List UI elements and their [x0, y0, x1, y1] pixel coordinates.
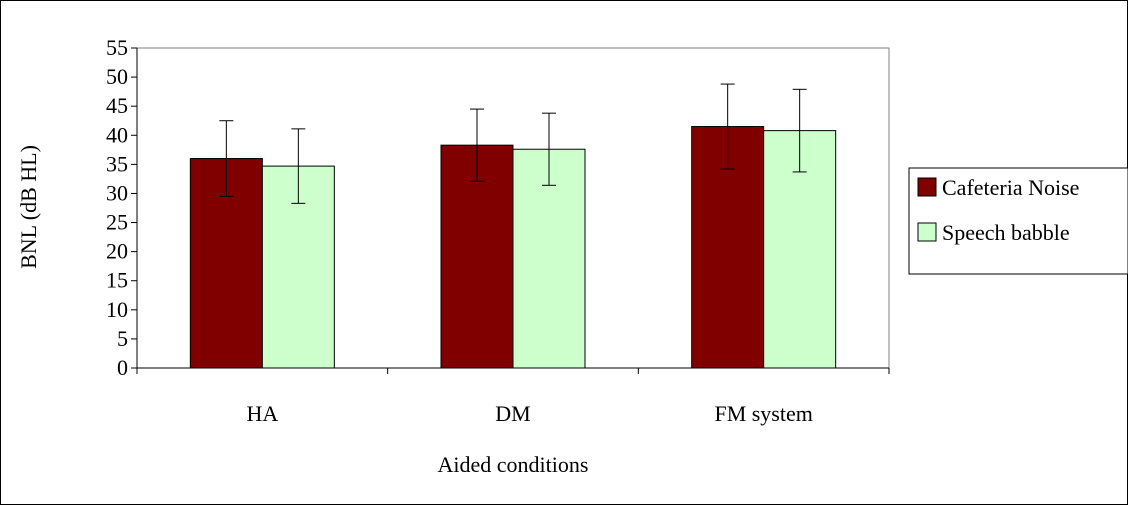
y-tick-label: 25 — [106, 210, 128, 235]
x-axis-title: Aided conditions — [438, 452, 589, 477]
y-tick-label: 55 — [106, 35, 128, 60]
legend-label: Cafeteria Noise — [942, 175, 1079, 200]
y-tick-label: 5 — [117, 326, 128, 351]
y-axis-ticks: 0 5 10 15 20 25 30 35 40 45 50 55 — [106, 35, 137, 380]
x-tick-label: FM system — [714, 401, 812, 426]
y-tick-label: 35 — [106, 151, 128, 176]
error-bars — [219, 83, 807, 204]
legend: Cafeteria Noise Speech babble — [908, 167, 1128, 275]
y-axis-title: BNL (dB HL) — [16, 145, 41, 269]
y-tick-label: 20 — [106, 239, 128, 264]
y-tick-label: 50 — [106, 64, 128, 89]
y-tick-label: 30 — [106, 180, 128, 205]
legend-box — [908, 167, 1128, 275]
bars — [189, 126, 837, 369]
legend-items: Cafeteria Noise Speech babble — [917, 175, 1079, 245]
legend-swatch — [917, 177, 937, 197]
y-tick-label: 45 — [106, 93, 128, 118]
y-tick-label: 15 — [106, 268, 128, 293]
y-tick-label: 40 — [106, 122, 128, 147]
legend-swatch — [917, 222, 937, 242]
category-labels: HA DM FM system — [246, 401, 812, 426]
x-tick-label: HA — [246, 401, 278, 426]
legend-label: Speech babble — [942, 220, 1070, 245]
axes — [136, 48, 890, 374]
y-tick-label: 0 — [117, 355, 128, 380]
y-tick-label: 10 — [106, 297, 128, 322]
x-tick-label: DM — [495, 401, 530, 426]
